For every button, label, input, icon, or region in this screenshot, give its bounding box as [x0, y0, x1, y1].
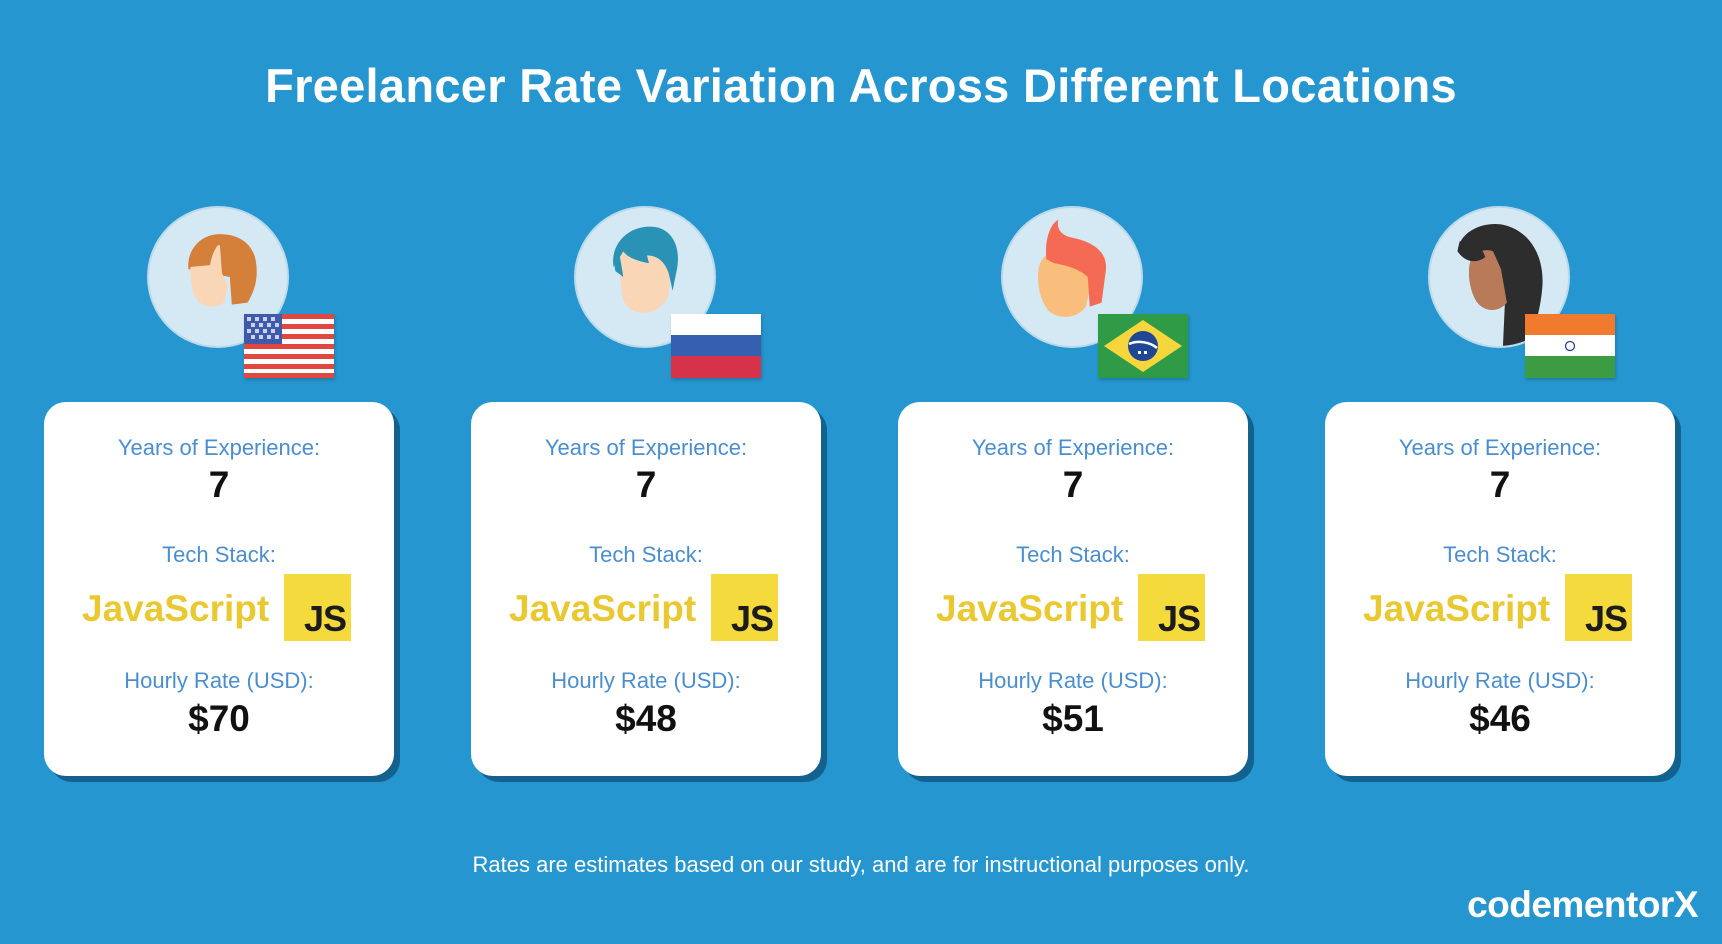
usa-flag-icon [244, 314, 334, 378]
tech-stack-name: JavaScript [82, 588, 270, 629]
javascript-logo-text: JS [1584, 598, 1628, 639]
freelancer-russia: Years of Experience: 7 Tech Stack: JavaS… [471, 0, 821, 790]
tech-stack-label: Tech Stack: [1443, 542, 1557, 567]
freelancer-card: Years of Experience: 7 Tech Stack: JavaS… [44, 402, 394, 776]
hourly-rate-label: Hourly Rate (USD): [551, 668, 741, 693]
hourly-rate-label: Hourly Rate (USD): [978, 668, 1168, 693]
javascript-logo-text: JS [730, 598, 774, 639]
hourly-rate-label: Hourly Rate (USD): [124, 668, 314, 693]
tech-stack-name: JavaScript [936, 588, 1124, 629]
hourly-rate-value: $70 [188, 698, 250, 739]
javascript-logo-icon: JS [1565, 574, 1632, 641]
experience-value: 7 [208, 464, 230, 505]
experience-label: Years of Experience: [544, 435, 748, 460]
javascript-logo-icon: JS [1138, 574, 1205, 641]
experience-value: 7 [635, 464, 657, 505]
codementorx-logo: codementorX [1467, 884, 1698, 925]
tech-stack-name: JavaScript [509, 588, 697, 629]
experience-label: Years of Experience: [117, 435, 321, 460]
hourly-rate-value: $48 [615, 698, 677, 739]
tech-stack-label: Tech Stack: [162, 542, 276, 567]
india-flag-icon [1525, 314, 1615, 378]
experience-label: Years of Experience: [1398, 435, 1602, 460]
tech-stack-label: Tech Stack: [1016, 542, 1130, 567]
brazil-flag-icon [1098, 314, 1188, 378]
javascript-logo-icon: JS [284, 574, 351, 641]
hourly-rate-value: $51 [1042, 698, 1104, 739]
javascript-logo-text: JS [303, 598, 347, 639]
hourly-rate-value: $46 [1469, 698, 1531, 739]
experience-value: 7 [1062, 464, 1084, 505]
russia-flag-icon [671, 314, 761, 378]
tech-stack-label: Tech Stack: [589, 542, 703, 567]
woman-avatar-icon [147, 206, 289, 348]
experience-value: 7 [1489, 464, 1511, 505]
javascript-logo-text: JS [1157, 598, 1201, 639]
disclaimer-footnote: Rates are estimates based on our study, … [472, 852, 1250, 877]
freelancer-card: Years of Experience: 7 Tech Stack: JavaS… [1325, 402, 1675, 776]
hourly-rate-label: Hourly Rate (USD): [1405, 668, 1595, 693]
tech-stack-name: JavaScript [1363, 588, 1551, 629]
page-title: Freelancer Rate Variation Across Differe… [265, 59, 1457, 112]
freelancer-usa: Years of Experience: 7 Tech Stack: JavaS… [44, 0, 394, 790]
freelancer-india: Years of Experience: 7 Tech Stack: JavaS… [1325, 0, 1675, 790]
freelancer-card: Years of Experience: 7 Tech Stack: JavaS… [471, 402, 821, 776]
freelancer-brazil: Years of Experience: 7 Tech Stack: JavaS… [898, 0, 1248, 790]
man-avatar-icon [1001, 206, 1143, 348]
experience-label: Years of Experience: [971, 435, 1175, 460]
javascript-logo-icon: JS [711, 574, 778, 641]
freelancer-card: Years of Experience: 7 Tech Stack: JavaS… [898, 402, 1248, 776]
